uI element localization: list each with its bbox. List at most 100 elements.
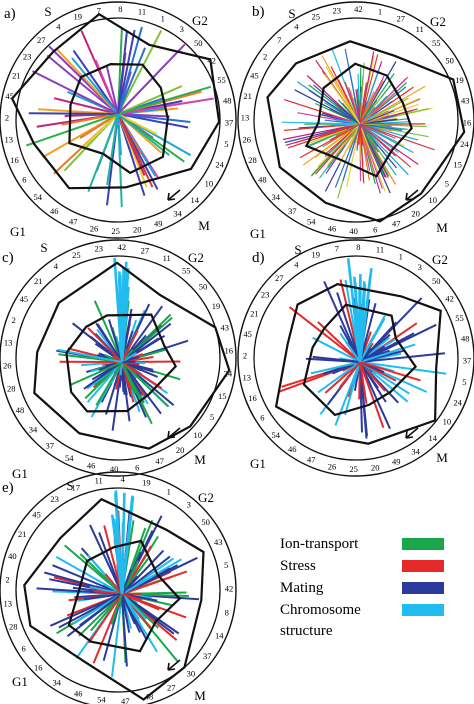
gene-number-label: 19 [74, 12, 83, 22]
gene-number-label: 21 [250, 308, 259, 318]
gene-ray [83, 113, 119, 148]
gene-number-label: 46 [288, 444, 297, 454]
gene-ray [317, 361, 361, 394]
gene-number-label: 50 [194, 38, 203, 48]
outer-ring [0, 471, 237, 704]
gene-ray [103, 525, 123, 595]
gene-ray [121, 361, 137, 395]
gene-number-label: 43 [461, 96, 470, 106]
phase-label-s: S [40, 240, 47, 255]
gene-ray [359, 123, 376, 178]
ray-group [281, 48, 435, 199]
gene-ray [117, 85, 183, 115]
gene-ray [28, 112, 119, 115]
ray-group [56, 257, 189, 431]
gene-ray [117, 29, 136, 115]
gene-number-label: 23 [261, 289, 270, 299]
gene-ray [299, 123, 361, 159]
gene-ray [84, 593, 123, 601]
gene-ray [348, 65, 361, 125]
gene-number-label: 16 [224, 345, 233, 355]
gene-ray [336, 119, 361, 125]
gene-number-label: 1 [399, 251, 403, 261]
gene-number-label: 45 [5, 91, 14, 101]
gene-number-label: 19 [212, 301, 221, 311]
gene-ray [106, 113, 119, 186]
gene-number-label: 42 [225, 584, 234, 594]
gene-number-label: 50 [199, 282, 208, 292]
gene-number-label: 27 [141, 245, 150, 255]
gene-number-label: 37 [203, 651, 212, 661]
gene-ray [117, 113, 158, 136]
gene-ray [83, 361, 123, 390]
gene-number-label: 7 [335, 244, 339, 254]
expression-profile-outline [304, 62, 413, 178]
gene-number-label: 40 [8, 551, 17, 561]
gene-ray [359, 117, 383, 125]
gene-ray [117, 26, 143, 115]
gene-ray [359, 315, 386, 363]
gene-number-label: 45 [32, 510, 41, 520]
legend-item: Chromosome structure [280, 602, 444, 639]
gene-number-label: 30 [187, 669, 196, 679]
gene-number-label: 46 [328, 223, 337, 233]
gene-number-label: 27 [167, 682, 176, 692]
gene-ray [313, 84, 361, 125]
gene-ray [359, 118, 398, 125]
gene-number-label: 55 [455, 313, 464, 323]
gene-number-label: 13 [4, 598, 13, 608]
phase-label-m: M [436, 220, 448, 235]
outer-ring [0, 239, 237, 477]
gene-ray [346, 123, 361, 188]
gene-number-label: 37 [45, 441, 54, 451]
gene-number-label: 10 [429, 195, 438, 205]
expression-profile-outline [67, 539, 182, 653]
gene-number-label: 7 [97, 6, 101, 16]
gene-number-label: 25 [111, 226, 120, 236]
gene-number-label: 24 [453, 398, 462, 408]
gene-ray [359, 361, 447, 375]
gene-number-label: 46 [74, 689, 83, 699]
gene-number-label: 34 [173, 209, 182, 219]
gene-ray [117, 113, 122, 155]
gene-number-label: 21 [34, 276, 43, 286]
gene-number-label: 15 [453, 160, 462, 170]
gene-ray [55, 47, 119, 115]
phase-label-g2: G2 [192, 13, 208, 28]
expression-profile-outline [302, 303, 418, 417]
gene-number-label: 14 [191, 195, 200, 205]
legend-label: Stress [280, 558, 316, 574]
direction-arrow-icon [167, 189, 181, 201]
inner-ring [15, 487, 221, 693]
gene-number-label: 6 [135, 462, 139, 472]
legend-item: Ion-transport [280, 536, 444, 552]
gene-number-label: 50 [432, 276, 441, 286]
gene-number-label: 47 [392, 219, 401, 229]
gene-ray [93, 300, 123, 363]
gene-ray [71, 57, 119, 115]
gene-number-label: 16 [463, 117, 472, 127]
gene-ray [359, 92, 396, 125]
gene-ray [117, 47, 147, 115]
inner-ring [15, 255, 221, 461]
gene-number-label: 37 [463, 355, 472, 365]
gene-ray [283, 123, 361, 131]
legend-item: Stress [280, 558, 444, 574]
inner-ring [253, 255, 459, 461]
panel-letter: e) [2, 480, 14, 496]
gene-ray [121, 575, 173, 595]
gene-number-label: 23 [23, 51, 32, 61]
gene-ray [359, 123, 412, 168]
gene-ray [104, 573, 123, 595]
gene-ray [121, 593, 128, 667]
gene-number-label: 17 [71, 482, 80, 492]
gene-number-label: 25 [312, 12, 321, 22]
gene-number-label: 21 [18, 529, 27, 539]
gene-ray [55, 556, 123, 595]
gene-number-label: 14 [215, 630, 224, 640]
gene-number-label: 11 [95, 476, 103, 486]
gene-ray [66, 593, 123, 637]
